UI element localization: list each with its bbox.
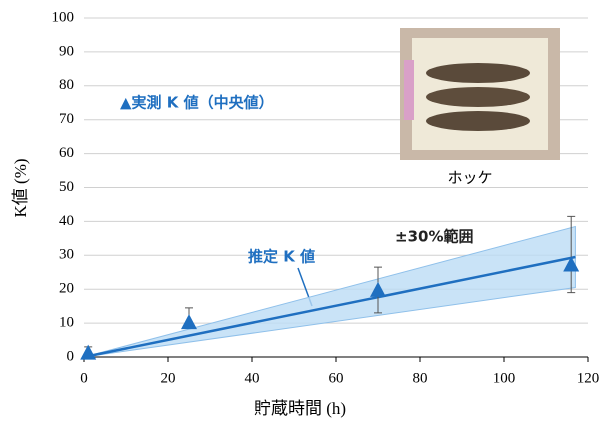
x-tick-label: 40 xyxy=(245,370,260,386)
y-tick-label: 100 xyxy=(52,9,75,25)
y-tick-label: 70 xyxy=(59,111,74,127)
y-tick-label: 50 xyxy=(59,179,74,195)
x-axis-label: 貯蔵時間 (h) xyxy=(254,399,346,418)
data-point xyxy=(563,256,580,272)
y-tick-label: 80 xyxy=(59,77,74,93)
x-tick-label: 0 xyxy=(80,370,88,386)
data-point xyxy=(80,344,97,360)
x-tick-label: 20 xyxy=(161,370,176,386)
x-tick-label: 80 xyxy=(413,370,428,386)
photo xyxy=(400,28,560,160)
y-tick-label: 60 xyxy=(59,145,74,161)
x-tick-label: 60 xyxy=(329,370,344,386)
y-tick-label: 90 xyxy=(59,43,74,59)
y-tick-label: 30 xyxy=(59,247,74,263)
x-tick-label: 120 xyxy=(577,370,600,386)
y-axis-label: K値 (%) xyxy=(11,158,30,217)
annotation: ホッケ xyxy=(447,169,492,187)
y-tick-label: 10 xyxy=(59,315,74,331)
fit-line xyxy=(83,255,576,359)
data-point xyxy=(181,314,197,330)
error-bar xyxy=(567,215,576,294)
y-tick-label: 0 xyxy=(67,348,75,364)
annotation: ▲実測 K 値（中央値） xyxy=(120,94,274,112)
annotation: ±30%範囲 xyxy=(395,228,473,246)
band xyxy=(83,225,576,358)
y-tick-label: 40 xyxy=(59,213,74,229)
data-point xyxy=(370,281,386,297)
x-tick-label: 100 xyxy=(493,370,516,386)
annotation: 推定 K 値 xyxy=(248,248,315,266)
y-tick-label: 20 xyxy=(59,281,74,297)
